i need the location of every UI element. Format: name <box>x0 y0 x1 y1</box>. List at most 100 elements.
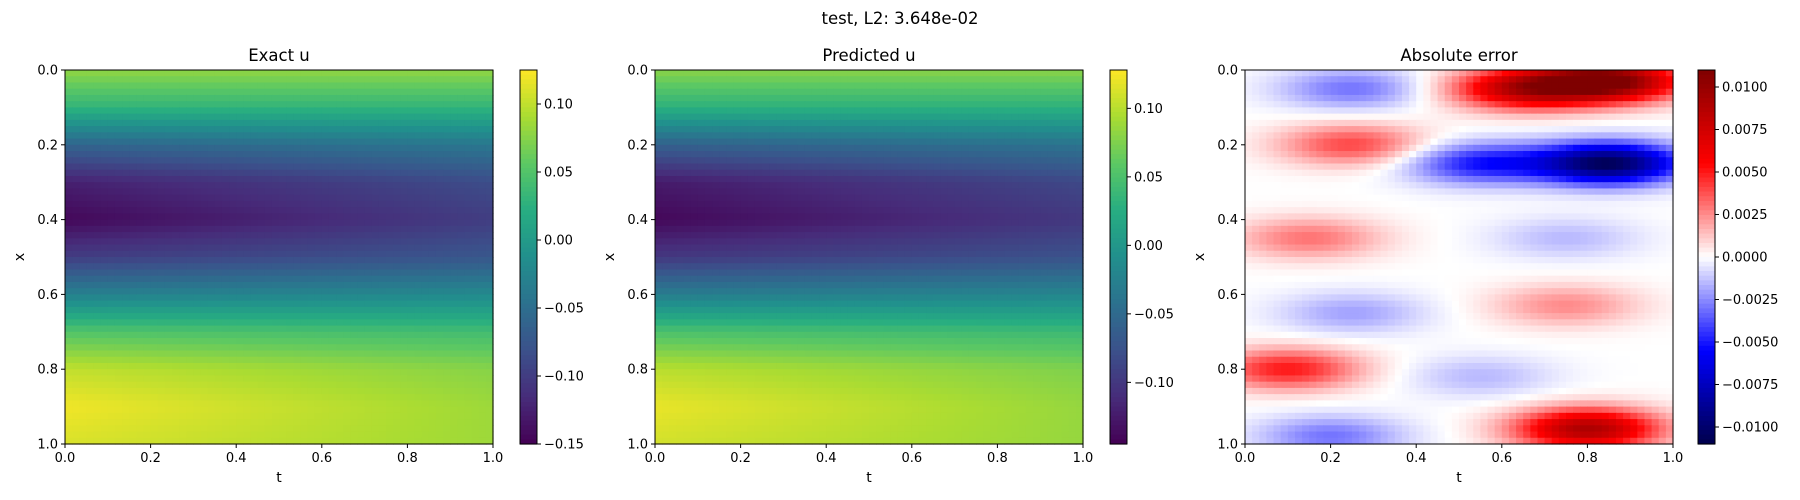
heatmap-cell <box>414 250 423 258</box>
heatmap-cell <box>129 113 137 121</box>
heatmap-cell <box>407 394 416 401</box>
heatmap-cell <box>257 431 266 439</box>
heatmap-cell <box>357 362 366 370</box>
heatmap-cell <box>457 419 466 426</box>
heatmap-cell <box>826 119 834 127</box>
heatmap-cell <box>72 244 80 252</box>
heatmap-cell <box>464 263 473 271</box>
heatmap-cell <box>769 157 777 165</box>
heatmap-cell <box>378 225 387 233</box>
heatmap-cell <box>954 194 963 202</box>
heatmap-cell <box>271 294 280 302</box>
heatmap-cell <box>257 294 266 302</box>
heatmap-cell <box>314 406 323 414</box>
heatmap-cell <box>150 294 159 302</box>
heatmap-cell <box>854 144 863 152</box>
heatmap-cell <box>485 225 494 233</box>
heatmap-cell <box>776 138 784 146</box>
heatmap-cell <box>179 275 187 283</box>
heatmap-cell <box>918 169 927 177</box>
heatmap-cell <box>93 225 102 233</box>
heatmap-cell <box>236 163 244 171</box>
heatmap-cell <box>150 375 159 383</box>
heatmap-cell <box>997 126 1006 133</box>
heatmap-cell <box>193 269 202 277</box>
heatmap-cell <box>86 70 95 77</box>
heatmap-cell <box>733 182 742 190</box>
heatmap-cell <box>200 188 209 196</box>
heatmap-cell <box>386 94 394 102</box>
heatmap-cell <box>107 419 116 426</box>
heatmap-cell <box>400 306 408 314</box>
heatmap-cell <box>214 250 223 258</box>
heatmap-cell <box>697 175 706 183</box>
heatmap-cell <box>450 238 458 246</box>
heatmap-cell <box>300 387 309 395</box>
heatmap-cell <box>471 300 480 308</box>
heatmap-cell <box>485 387 494 395</box>
heatmap-cell <box>86 182 95 190</box>
heatmap-cell <box>421 225 430 233</box>
heatmap-cell <box>207 288 216 295</box>
heatmap-cell <box>72 213 80 221</box>
heatmap-cell <box>257 331 266 339</box>
heatmap-cell <box>386 425 394 433</box>
heatmap-cell <box>769 101 777 108</box>
heatmap-cell <box>86 344 95 352</box>
heatmap-cell <box>783 138 792 146</box>
heatmap-cell <box>790 163 799 171</box>
heatmap-cell <box>193 76 202 84</box>
heatmap-cell <box>114 375 123 383</box>
heatmap-cell <box>336 182 344 190</box>
heatmap-cell <box>378 257 387 264</box>
heatmap-cell <box>250 275 259 283</box>
heatmap-cell <box>221 331 230 339</box>
heatmap-cell <box>690 107 699 115</box>
heatmap-cell <box>450 200 458 208</box>
heatmap-cell <box>271 300 280 308</box>
heatmap-cell <box>336 194 344 202</box>
heatmap-cell <box>286 356 294 364</box>
heatmap-cell <box>100 387 109 395</box>
heatmap-cell <box>72 132 80 140</box>
heatmap-cell <box>443 356 451 364</box>
heatmap-cell <box>286 319 294 327</box>
heatmap-cell <box>79 163 87 171</box>
heatmap-cell <box>869 119 877 127</box>
heatmap-cell <box>250 375 259 383</box>
heatmap-cell <box>904 88 913 96</box>
heatmap-cell <box>378 169 387 177</box>
heatmap-cell <box>421 119 430 127</box>
heatmap-cell <box>343 381 351 389</box>
heatmap-cell <box>86 288 95 295</box>
heatmap-cell <box>443 325 451 333</box>
heatmap-cell <box>697 151 706 158</box>
heatmap-cell <box>186 331 194 339</box>
heatmap-cell <box>704 107 713 115</box>
heatmap-cell <box>186 138 194 146</box>
heatmap-cell <box>364 225 373 233</box>
heatmap-cell <box>79 250 87 258</box>
heatmap-cell <box>279 126 287 133</box>
heatmap-cell <box>157 238 166 246</box>
heatmap-cell <box>690 138 699 146</box>
heatmap-cell <box>371 157 380 165</box>
heatmap-cell <box>897 82 906 90</box>
heatmap-cell <box>847 188 856 196</box>
heatmap-cell <box>1047 188 1056 196</box>
heatmap-cell <box>1054 76 1063 84</box>
heatmap-cell <box>776 126 784 133</box>
heatmap-cell <box>93 194 102 202</box>
heatmap-cell <box>343 263 351 271</box>
heatmap-cell <box>869 144 877 152</box>
heatmap-cell <box>214 119 223 127</box>
heatmap-cell <box>435 350 444 358</box>
heatmap-cell <box>435 219 444 227</box>
heatmap-cell <box>876 132 884 140</box>
heatmap-cell <box>186 338 194 345</box>
heatmap-cell <box>307 194 316 202</box>
heatmap-cell <box>450 306 458 314</box>
heatmap-cell <box>164 387 173 395</box>
heatmap-cell <box>122 194 130 202</box>
heatmap-cell <box>164 182 173 190</box>
